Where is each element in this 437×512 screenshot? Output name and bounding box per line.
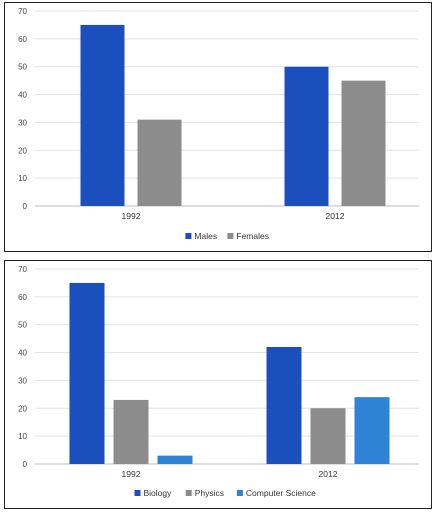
y-tick-label: 50	[18, 321, 27, 330]
chart-panel-bottom: 0 10 20 30 40 50 60 70 1992 2012 Biology Physics Com…	[4, 260, 432, 509]
y-tick-label: 60	[18, 293, 27, 302]
chart-panel-top: 0 10 20 30 40 50 60 70 1992 2012 Males Females	[4, 2, 432, 252]
y-tick-label: 0	[23, 460, 28, 469]
x-category-label: 1992	[122, 469, 141, 479]
bar-computer-science-2012	[354, 397, 390, 464]
y-tick-label: 70	[18, 265, 27, 274]
y-tick-label: 40	[18, 91, 27, 100]
legend-swatch-biology	[134, 490, 141, 496]
legend-label-physics: Physics	[195, 488, 224, 498]
bar-biology-1992	[69, 282, 105, 464]
legend-label-females: Females	[236, 231, 269, 241]
y-tick-label: 0	[23, 202, 28, 211]
legend-label-biology: Biology	[144, 488, 173, 498]
x-category-label: 2012	[319, 469, 338, 479]
y-tick-label: 10	[18, 432, 27, 441]
legend-label-males: Males	[194, 231, 217, 241]
legend-swatch-physics	[185, 490, 192, 496]
y-tick-label: 30	[18, 376, 27, 385]
bar-physics-1992	[113, 399, 149, 464]
legend-swatch-females	[227, 233, 234, 239]
bar-females-2012	[341, 80, 386, 206]
legend-swatch-computer-science	[236, 490, 243, 496]
legend-swatch-males	[185, 233, 192, 239]
bar-biology-2012	[266, 347, 302, 464]
bar-females-1992	[137, 119, 182, 206]
y-tick-label: 10	[18, 174, 27, 183]
bar-chart-bottom: 0 10 20 30 40 50 60 70 1992 2012 Biology Physics Com…	[18, 265, 419, 498]
x-category-label: 2012	[326, 211, 345, 221]
bar-males-2012	[284, 66, 329, 206]
y-tick-label: 30	[18, 118, 27, 127]
y-tick-label: 40	[18, 349, 27, 358]
y-tick-label: 20	[18, 404, 27, 413]
bar-males-1992	[80, 24, 125, 206]
legend-label-computer-science: Computer Science	[246, 488, 316, 498]
y-tick-label: 20	[18, 146, 27, 155]
y-tick-label: 60	[18, 35, 27, 44]
x-category-label: 1992	[122, 211, 141, 221]
y-tick-label: 70	[18, 7, 27, 16]
bar-physics-2012	[310, 408, 346, 464]
bar-computer-science-1992	[157, 455, 193, 464]
bar-chart-top: 0 10 20 30 40 50 60 70 1992 2012 Males Females	[18, 7, 419, 241]
y-tick-label: 50	[18, 63, 27, 72]
